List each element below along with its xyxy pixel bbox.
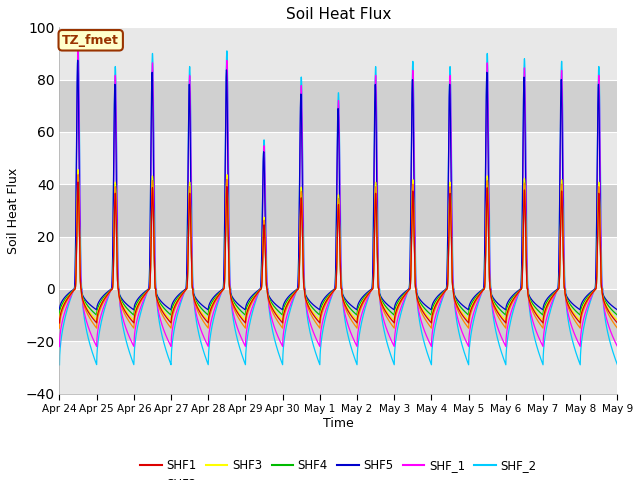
SHF1 <box>495 311 502 317</box>
SHF3 <box>614 317 621 323</box>
SHF5 <box>56 307 63 313</box>
Legend: SHF1, SHF2, SHF3, SHF4, SHF5, SHF_1, SHF_2: SHF1, SHF2, SHF3, SHF4, SHF5, SHF_1, SHF… <box>136 455 541 480</box>
SHF_2 <box>169 334 177 340</box>
SHF1 <box>264 296 272 301</box>
Line: SHF4: SHF4 <box>60 172 618 315</box>
SHF2 <box>56 325 63 331</box>
SHF2 <box>264 297 272 303</box>
SHF3 <box>415 301 423 307</box>
SHF_1 <box>264 298 272 303</box>
SHF_1 <box>169 323 177 328</box>
SHF4 <box>415 299 423 304</box>
SHF2 <box>614 325 621 331</box>
Line: SHF5: SHF5 <box>60 60 618 310</box>
SHF3 <box>74 167 82 172</box>
SHF_2 <box>56 362 63 368</box>
Bar <box>60 80 618 132</box>
SHF5 <box>175 292 183 298</box>
SHF_2 <box>614 362 621 368</box>
SHF4 <box>612 311 620 316</box>
SHF2 <box>175 297 183 303</box>
SHF_1 <box>415 312 423 317</box>
Line: SHF3: SHF3 <box>60 169 618 320</box>
Bar <box>60 237 618 289</box>
SHF4 <box>175 294 183 300</box>
SHF3 <box>169 306 177 312</box>
Bar <box>60 132 618 184</box>
Bar <box>60 289 618 341</box>
SHF2 <box>415 305 423 311</box>
SHF_2 <box>175 306 183 312</box>
Y-axis label: Soil Heat Flux: Soil Heat Flux <box>7 168 20 253</box>
SHF4 <box>614 312 621 318</box>
SHF1 <box>415 302 423 308</box>
SHF_1 <box>614 344 621 349</box>
SHF_2 <box>612 357 620 362</box>
SHF_1 <box>612 340 620 346</box>
SHF1 <box>614 320 621 326</box>
SHF3 <box>175 295 183 301</box>
SHF4 <box>169 303 177 309</box>
Title: Soil Heat Flux: Soil Heat Flux <box>286 7 391 22</box>
SHF5 <box>614 307 621 313</box>
SHF1 <box>74 179 82 185</box>
Line: SHF1: SHF1 <box>60 182 618 323</box>
SHF5 <box>264 292 272 298</box>
SHF5 <box>612 306 620 312</box>
SHF5 <box>74 58 81 63</box>
SHF2 <box>169 312 177 317</box>
SHF4 <box>74 169 82 175</box>
SHF_2 <box>264 296 272 302</box>
SHF2 <box>74 172 82 178</box>
Text: TZ_fmet: TZ_fmet <box>62 34 119 47</box>
Bar <box>60 341 618 394</box>
SHF3 <box>264 295 272 300</box>
SHF4 <box>264 293 272 299</box>
Line: SHF_1: SHF_1 <box>60 50 618 347</box>
SHF5 <box>495 301 502 307</box>
SHF3 <box>495 309 502 315</box>
SHF1 <box>56 320 63 326</box>
SHF1 <box>175 296 183 301</box>
SHF_1 <box>175 302 183 308</box>
Line: SHF2: SHF2 <box>60 175 618 328</box>
Bar <box>60 27 618 80</box>
SHF4 <box>56 312 63 318</box>
SHF2 <box>495 315 502 321</box>
SHF_1 <box>495 328 502 334</box>
SHF_2 <box>495 340 502 346</box>
SHF_1 <box>74 48 82 53</box>
SHF4 <box>495 305 502 311</box>
SHF3 <box>612 315 620 321</box>
SHF3 <box>56 317 63 323</box>
SHF_1 <box>56 344 63 349</box>
SHF1 <box>169 308 177 314</box>
Bar <box>60 184 618 237</box>
SHF5 <box>415 296 423 302</box>
SHF_2 <box>415 318 423 324</box>
SHF5 <box>169 300 177 305</box>
SHF2 <box>612 323 620 328</box>
X-axis label: Time: Time <box>323 417 354 430</box>
Line: SHF_2: SHF_2 <box>60 40 618 365</box>
SHF_2 <box>74 37 82 43</box>
SHF1 <box>612 318 620 324</box>
